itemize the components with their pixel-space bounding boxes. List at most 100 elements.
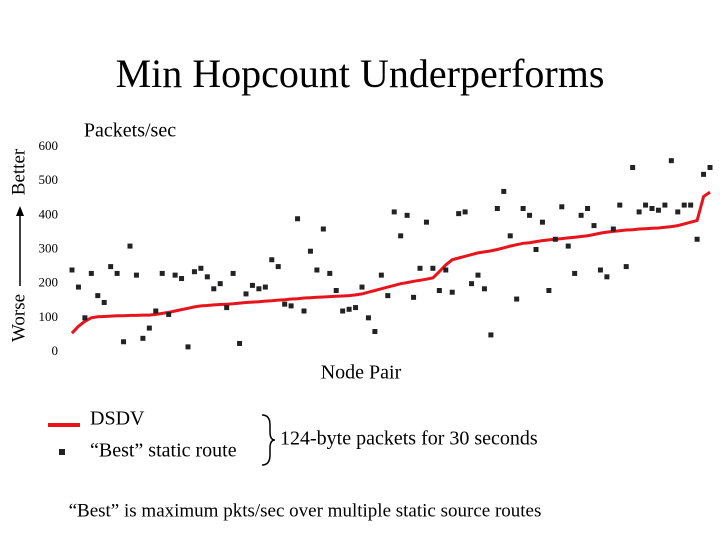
data-point xyxy=(456,211,462,217)
data-point xyxy=(469,281,475,287)
data-point xyxy=(359,284,365,290)
data-point xyxy=(559,204,565,210)
data-point xyxy=(675,209,681,215)
data-point xyxy=(224,305,230,311)
data-point xyxy=(604,274,610,280)
data-point xyxy=(643,202,649,208)
data-point xyxy=(282,301,288,307)
data-point xyxy=(591,223,597,229)
data-point xyxy=(133,272,139,278)
data-point xyxy=(191,269,197,275)
data-point xyxy=(307,248,313,254)
data-point xyxy=(507,233,513,239)
data-point xyxy=(404,212,410,218)
data-point xyxy=(649,206,655,211)
data-point xyxy=(295,216,301,222)
data-point xyxy=(340,308,346,314)
data-point xyxy=(301,308,307,314)
data-point xyxy=(108,264,114,270)
data-point xyxy=(262,284,268,290)
data-point xyxy=(597,267,603,273)
data-point xyxy=(320,226,326,232)
data-point xyxy=(391,209,397,215)
data-point xyxy=(185,344,191,350)
brace xyxy=(261,414,276,466)
data-point xyxy=(436,288,442,293)
data-point xyxy=(75,284,81,290)
data-point xyxy=(95,293,101,299)
data-point xyxy=(346,306,352,312)
data-point xyxy=(462,209,468,215)
y-tick-label: 400 xyxy=(39,206,59,221)
data-point xyxy=(630,165,636,170)
data-point xyxy=(204,274,210,280)
annotation: 124-byte packets for 30 seconds xyxy=(280,428,538,450)
data-point xyxy=(127,243,133,249)
y-tick-label: 200 xyxy=(39,275,59,290)
data-point xyxy=(140,335,146,341)
data-point xyxy=(82,315,88,321)
data-point xyxy=(398,233,404,239)
data-point xyxy=(88,270,94,276)
data-point xyxy=(501,188,507,194)
data-point xyxy=(121,339,127,345)
data-point xyxy=(179,276,185,282)
data-point xyxy=(237,340,243,346)
y-tick-label: 100 xyxy=(39,309,59,324)
data-point xyxy=(211,286,217,292)
legend-label: DSDV xyxy=(90,408,145,430)
data-point xyxy=(69,267,75,273)
data-point xyxy=(146,325,152,331)
data-point xyxy=(353,305,359,311)
data-point xyxy=(153,308,159,314)
data-point xyxy=(514,296,520,302)
data-line xyxy=(70,190,711,335)
data-point xyxy=(417,265,423,271)
data-point xyxy=(288,303,294,309)
data-point xyxy=(533,247,539,252)
y-axis-label: Packets/sec xyxy=(84,120,176,142)
data-point xyxy=(217,281,223,287)
x-axis-label: Node Pair xyxy=(321,362,402,384)
worse-label: Worse xyxy=(8,294,29,342)
y-tick-label: 500 xyxy=(39,172,59,187)
legend-label: “Best” static route xyxy=(90,440,237,462)
data-point xyxy=(449,289,455,295)
y-tick-label: 0 xyxy=(52,343,59,358)
data-point xyxy=(423,219,429,225)
data-point xyxy=(475,272,481,278)
data-point xyxy=(694,236,700,242)
data-point xyxy=(430,265,436,271)
data-point xyxy=(494,206,500,211)
data-point xyxy=(578,212,584,218)
data-point xyxy=(101,299,107,305)
data-point xyxy=(546,288,552,293)
data-point xyxy=(333,288,339,293)
data-point xyxy=(585,206,591,211)
data-point xyxy=(636,209,642,215)
data-point xyxy=(275,264,281,270)
data-point xyxy=(166,311,172,317)
data-point xyxy=(269,257,275,263)
data-point xyxy=(230,270,236,276)
data-point xyxy=(159,270,165,276)
data-point xyxy=(681,202,687,208)
footnote: “Best” is maximum pkts/sec over multiple… xyxy=(69,500,542,521)
data-point xyxy=(623,264,629,270)
data-point xyxy=(481,286,487,292)
arrow-head xyxy=(16,206,24,216)
data-point xyxy=(662,202,668,208)
data-point xyxy=(552,236,558,242)
data-point xyxy=(378,272,384,278)
data-point xyxy=(256,286,262,292)
legend-marker xyxy=(59,449,65,455)
data-point xyxy=(249,282,255,288)
data-point xyxy=(565,243,571,249)
data-point xyxy=(314,267,320,273)
data-point xyxy=(172,272,178,278)
data-point xyxy=(655,207,661,213)
data-point xyxy=(539,219,545,225)
y-tick-label: 600 xyxy=(39,138,59,153)
title: Min Hopcount Underperforms xyxy=(116,51,605,96)
